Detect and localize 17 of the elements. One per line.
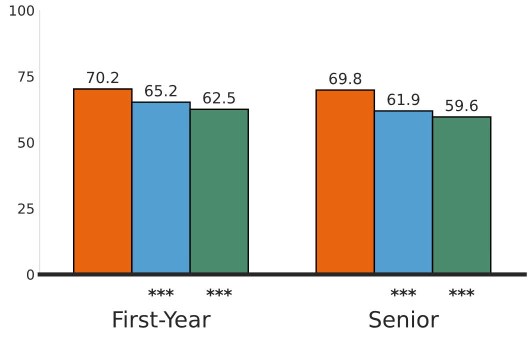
y-tick-label: 50 xyxy=(18,137,34,148)
data-label: 61.9 xyxy=(388,94,420,106)
x-tick-label: First-Year xyxy=(114,310,211,328)
y-tick-label: 25 xyxy=(18,203,34,214)
data-label: 69.8 xyxy=(329,72,362,84)
data-label: 70.2 xyxy=(87,72,118,84)
text: *** xyxy=(206,288,232,296)
text: *** xyxy=(148,288,174,296)
data-label: 62.5 xyxy=(203,92,235,104)
text: *** xyxy=(448,288,474,296)
data-label: 65.2 xyxy=(145,84,176,96)
y-tick-label: 0 xyxy=(26,269,34,280)
y-tick-label: 75 xyxy=(18,71,34,82)
x-tick-label: Senior xyxy=(370,310,439,328)
data-label: 59.6 xyxy=(446,100,478,112)
y-tick-label: 100 xyxy=(10,5,34,16)
text: *** xyxy=(390,288,416,296)
